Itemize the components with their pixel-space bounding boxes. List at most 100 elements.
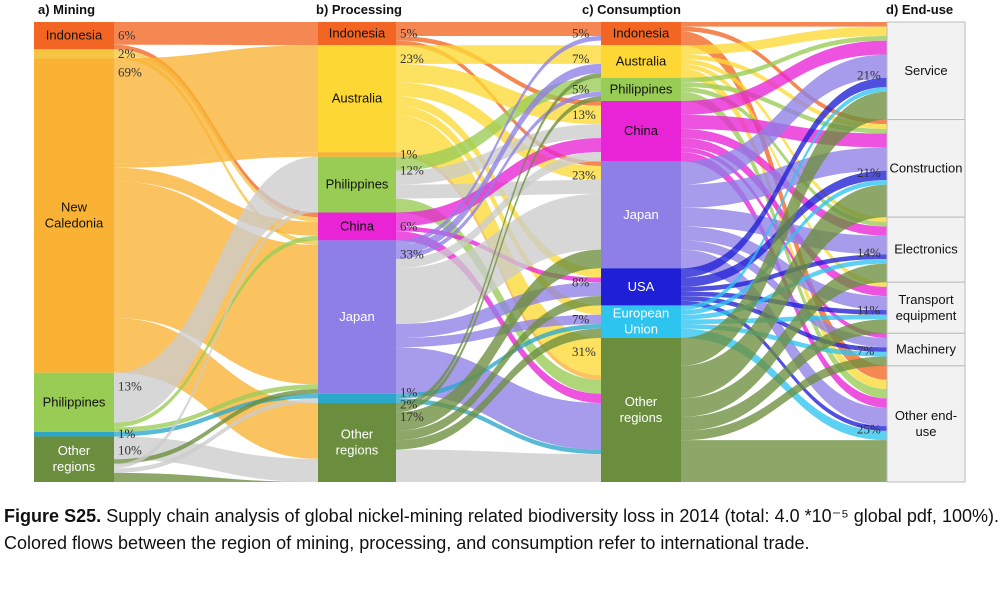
node-label-c_usa: USA [628, 279, 655, 294]
node-c_eu [601, 305, 681, 338]
flow-c_eu-to-e_service [681, 87, 887, 311]
pct-label-c_phil: 5% [572, 81, 590, 96]
flow-m_phil-to-p_phil [114, 156, 318, 423]
flow-p_japan-to-c_indo [396, 35, 601, 246]
pct-label-p_indo: 5% [400, 26, 418, 41]
pct-label-e_transport: 11% [857, 302, 881, 317]
flow-c_aus-to-e_service [681, 26, 887, 55]
flow-p_other-to-c_eu [396, 328, 601, 450]
node-p_japan [318, 240, 396, 394]
node-e_elec [886, 216, 966, 283]
node-label-p_other: Other regions [336, 427, 379, 458]
flow-c_other-to-e_constr [681, 184, 887, 399]
node-label-c_eu: European Union [613, 306, 669, 337]
stage-title-mining: a) Mining [38, 2, 95, 17]
node-label-c_aus: Australia [616, 53, 667, 68]
flow-p_indo-to-c_indo [396, 22, 601, 36]
flow-p_japan-to-c_other [396, 347, 601, 450]
flow-c_eu-to-e_constr [681, 179, 887, 315]
flow-p_other-to-c_other [396, 449, 601, 482]
flow-p_japan-to-c_usa [396, 282, 601, 338]
flow-p_japan-to-c_aus [396, 63, 601, 255]
node-label-e_elec: Electronics [894, 242, 958, 257]
flow-p_other-to-c_usa [396, 296, 601, 441]
flow-c_other-to-e_otherend [681, 440, 887, 482]
stage-title-consumption: c) Consumption [582, 2, 681, 17]
pct-label-c_aus: 7% [572, 51, 590, 66]
flow-c_aus-to-e_constr [681, 54, 887, 129]
pct-label-m_nc: 69% [118, 64, 142, 79]
node-p_indo [318, 22, 396, 46]
pct-label-m_other: 10% [118, 442, 142, 457]
flow-p_small-to-c_other [396, 398, 601, 455]
pct-label-c_china: 13% [572, 107, 596, 122]
node-m_phil [34, 372, 114, 432]
node-label-c_phil: Philippines [610, 81, 673, 96]
flow-c_usa-to-e_otherend [681, 300, 887, 431]
node-p_aus [318, 45, 396, 153]
flow-c_other-to-e_service [681, 91, 887, 366]
caption-label: Figure S25. [4, 506, 102, 526]
flow-m_nc-to-p_gap [114, 152, 318, 168]
flow-m_other-to-p_small [114, 398, 318, 473]
flows-layer [114, 22, 887, 482]
node-label-p_japan: Japan [339, 309, 374, 324]
flow-c_other-to-e_mach [681, 356, 887, 441]
flow-p_japan-to-c_eu [396, 314, 601, 348]
stage-titles: a) Mining b) Processing c) Consumption d) E… [38, 2, 953, 17]
node-c_phil [601, 77, 681, 101]
node-label-p_aus: Australia [332, 91, 383, 106]
node-label-c_indo: Indonesia [613, 26, 670, 41]
node-p_china [318, 212, 396, 241]
flow-m_indo-to-p_indo [114, 22, 318, 46]
node-m_nc [34, 58, 114, 373]
flow-c_china-to-e_service [681, 40, 887, 115]
flow-p_other-to-c_japan [396, 249, 601, 431]
pct-label-p_phil: 12% [400, 163, 424, 178]
flow-m_phil-to-p_japan [114, 384, 318, 432]
node-label-e_service: Service [904, 63, 947, 78]
pct-label-e_constr: 21% [857, 165, 881, 180]
flow-c_indo-to-e_otherend [681, 31, 887, 380]
node-m_gap [34, 49, 114, 59]
node-c_japan [601, 161, 681, 269]
flow-p_other-to-c_phil [396, 96, 601, 413]
node-e_service [886, 21, 966, 121]
node-m_one [34, 431, 114, 437]
flow-p_other-to-c_aus [396, 73, 601, 408]
pct-label-m_gap: 2% [118, 46, 136, 61]
node-p_small [318, 393, 396, 404]
flow-p_phil-to-c_japan [396, 179, 601, 199]
node-label-p_china: China [340, 218, 375, 233]
node-m_other [34, 436, 114, 482]
flow-m_other-to-p_phil [114, 207, 318, 469]
node-label-c_china: China [624, 123, 659, 138]
flow-m_other-to-p_other [114, 472, 318, 482]
flow-c_indo-to-e_service [681, 22, 887, 27]
pct-label-p_small: 1% 2% [400, 384, 418, 411]
flow-p_aus-to-c_japan [396, 82, 601, 180]
figure-caption: Figure S25. Supply chain analysis of glo… [4, 503, 999, 557]
flow-c_other-to-e_transport [681, 319, 887, 431]
flow-p_phil-to-c_phil [396, 77, 601, 171]
flow-c_aus-to-e_elec [681, 59, 887, 222]
pct-label-m_indo: 6% [118, 28, 136, 43]
node-label-e_constr: Construction [890, 160, 963, 175]
pct-label-c_eu: 7% [572, 311, 590, 326]
pct-label-p_aus: 23% [400, 51, 424, 66]
flow-c_phil-to-e_service [681, 35, 887, 83]
pct-label-e_otherend: 25% [857, 422, 881, 437]
flow-p_aus-to-c_aus [396, 45, 601, 64]
pct-label-p_japan: 33% [400, 246, 424, 261]
pct-label-c_other: 31% [572, 344, 596, 359]
node-label-m_nc: New Caledonia [45, 200, 104, 231]
flow-m_other-to-p_japan [114, 389, 318, 464]
node-e_constr [886, 119, 966, 218]
caption-text: Supply chain analysis of global nickel-m… [4, 506, 1000, 553]
flow-p_japan-to-c_china [396, 152, 601, 269]
node-label-m_phil: Philippines [43, 394, 106, 409]
node-label-c_other: Other regions [620, 394, 663, 425]
pct-label-p_gap: 1% [400, 146, 418, 161]
flow-c_usa-to-e_service [681, 77, 887, 278]
node-c_indo [601, 22, 681, 46]
